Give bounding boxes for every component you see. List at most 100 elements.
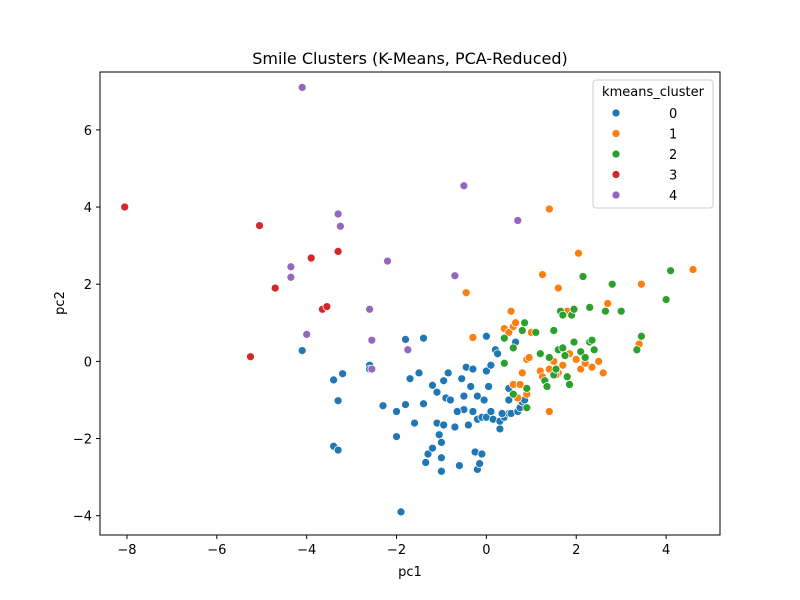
cluster-0-point xyxy=(455,461,464,470)
cluster-3-point xyxy=(333,247,343,256)
cluster-0-point xyxy=(329,375,338,385)
cluster-0-point xyxy=(333,396,343,406)
cluster-2-point xyxy=(661,295,671,304)
legend-marker-1 xyxy=(611,129,621,138)
y-tick-label: −2 xyxy=(73,433,92,448)
cluster-2-point xyxy=(587,335,597,345)
cluster-1-point xyxy=(603,299,613,308)
cluster-2-point xyxy=(544,353,554,362)
cluster-1-point xyxy=(637,279,646,289)
cluster-0-point xyxy=(479,395,489,405)
cluster-0-point xyxy=(486,360,496,370)
axis-ticks: −8 −6 −4 −2 0 2 4 −4 −2 0 2 4 6 xyxy=(73,124,670,558)
cluster-2-point xyxy=(499,358,509,368)
cluster-0-point xyxy=(484,382,493,391)
cluster-2-point xyxy=(569,337,579,347)
cluster-0-point xyxy=(437,466,446,476)
x-axis-label: pc1 xyxy=(398,565,422,580)
cluster-3-point xyxy=(306,253,316,263)
cluster-0-point xyxy=(396,507,406,517)
cluster-1-point xyxy=(598,368,608,378)
cluster-3-point xyxy=(246,352,255,362)
cluster-0-point xyxy=(497,409,507,418)
cluster-1-point xyxy=(506,306,516,316)
cluster-0-point xyxy=(468,407,478,416)
cluster-3-point xyxy=(255,221,264,230)
cluster-4-point xyxy=(450,271,460,281)
cluster-0-point xyxy=(437,453,446,463)
legend-label-0: 0 xyxy=(669,107,677,122)
x-tick-label: 0 xyxy=(482,543,490,558)
cluster-0-point xyxy=(333,445,343,455)
cluster-1-point xyxy=(517,368,527,378)
cluster-0-point xyxy=(468,364,478,374)
cluster-0-point xyxy=(443,368,453,378)
cluster-0-point xyxy=(482,366,491,376)
legend-label-2: 2 xyxy=(669,148,677,163)
cluster-0-point xyxy=(504,395,514,405)
cluster-0-point xyxy=(410,418,419,428)
legend-label-4: 4 xyxy=(669,189,677,204)
cluster-0-point xyxy=(466,382,476,391)
cluster-2-point xyxy=(616,306,626,316)
cluster-0-point xyxy=(475,459,484,468)
cluster-4-point xyxy=(286,272,296,282)
cluster-2-point xyxy=(520,318,529,328)
cluster-0-point xyxy=(338,369,347,379)
cluster-1-point xyxy=(544,204,554,214)
cluster-1-point xyxy=(544,407,554,416)
cluster-2-point xyxy=(542,382,552,391)
cluster-3-point xyxy=(322,302,332,311)
legend-label-1: 1 xyxy=(669,128,677,143)
chart-title: Smile Clusters (K-Means, PCA-Reduced) xyxy=(252,49,567,68)
cluster-0-point xyxy=(421,458,431,467)
cluster-0-point xyxy=(459,391,469,401)
plot-frame xyxy=(99,71,721,536)
cluster-2-point xyxy=(558,310,568,320)
x-tick-label: −6 xyxy=(207,543,226,558)
cluster-0-point xyxy=(401,400,410,409)
cluster-1-point xyxy=(594,357,604,366)
cluster-0-point xyxy=(473,391,482,401)
cluster-2-point xyxy=(576,347,586,357)
cluster-2-point xyxy=(522,384,532,393)
cluster-1-point xyxy=(511,318,520,328)
cluster-0-point xyxy=(401,335,410,344)
y-tick-label: −4 xyxy=(73,510,92,525)
x-tick-label: 4 xyxy=(662,543,670,558)
cluster-1-point xyxy=(688,265,698,274)
cluster-1-point xyxy=(461,288,471,298)
cluster-0-point xyxy=(297,346,307,355)
cluster-2-point xyxy=(601,306,610,316)
cluster-0-point xyxy=(432,387,442,397)
cluster-2-point xyxy=(666,266,675,276)
legend: kmeans_cluster 0 1 2 3 4 xyxy=(592,79,714,209)
cluster-2-point xyxy=(549,326,559,335)
x-tick-label: −4 xyxy=(297,543,316,558)
cluster-0-point xyxy=(419,399,428,409)
cluster-0-point xyxy=(482,331,491,341)
cluster-0-point xyxy=(450,422,460,432)
legend-marker-2 xyxy=(611,149,621,159)
cluster-0-point xyxy=(439,376,449,386)
cluster-2-point xyxy=(551,364,561,374)
cluster-0-point xyxy=(405,374,415,384)
cluster-0-point xyxy=(392,407,401,416)
cluster-4-point xyxy=(286,262,296,272)
cluster-2-point xyxy=(637,331,646,341)
legend-marker-0 xyxy=(611,108,621,118)
cluster-1-point xyxy=(468,333,478,342)
cluster-0-point xyxy=(493,349,502,359)
legend-title: kmeans_cluster xyxy=(602,85,705,100)
legend-box xyxy=(592,79,714,209)
cluster-2-point xyxy=(565,380,574,389)
cluster-1-point xyxy=(524,353,534,362)
cluster-0-point xyxy=(434,430,444,440)
cluster-0-point xyxy=(464,420,473,430)
y-tick-label: 0 xyxy=(84,355,92,370)
cluster-2-point xyxy=(535,349,545,359)
cluster-4-point xyxy=(513,216,523,225)
legend-items: 0 1 2 3 4 xyxy=(611,107,677,204)
cluster-4-point xyxy=(297,83,307,92)
